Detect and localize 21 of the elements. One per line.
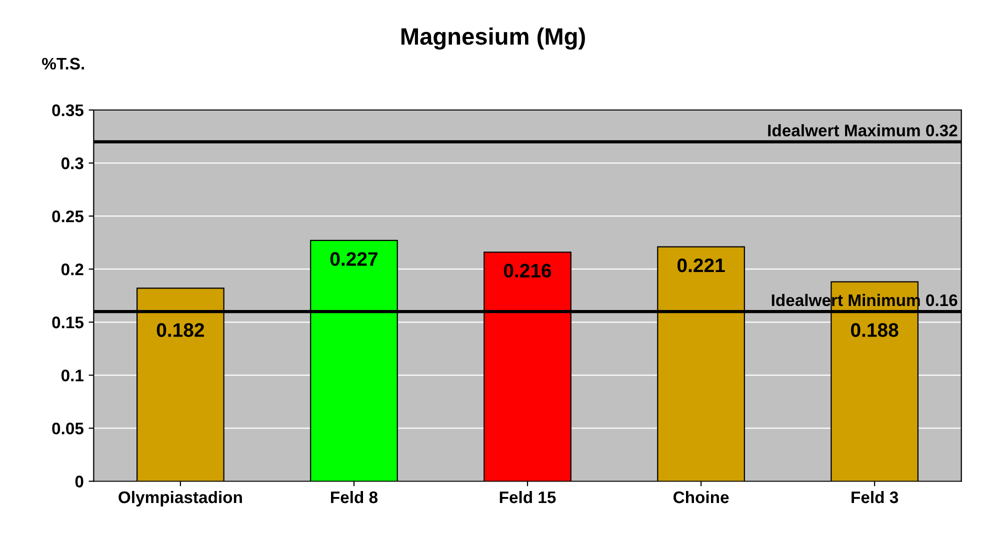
- y-tick-label: 0.3: [61, 157, 84, 170]
- x-tick-label: Olympiastadion: [118, 490, 242, 507]
- y-tick-label: 0: [75, 476, 84, 488]
- y-tick-label: 0.35: [52, 104, 84, 116]
- x-tick-label: Choine: [673, 490, 729, 504]
- data-label: 0.221: [677, 258, 725, 272]
- x-tick-label: Feld 8: [331, 490, 378, 504]
- data-label: 0.227: [330, 252, 378, 266]
- y-tick-label: 0.1: [61, 370, 84, 382]
- y-tick-label: 0.15: [52, 316, 84, 328]
- y-axis-title: %T.S.: [42, 58, 84, 70]
- chart-title: Magnesium (Mg): [401, 28, 585, 50]
- data-label: 0.182: [156, 323, 204, 337]
- y-tick-label: 0.05: [52, 422, 84, 434]
- y-tick-label: 0.2: [61, 264, 84, 276]
- data-label: 0.188: [851, 323, 898, 337]
- data-label: 0.216: [504, 264, 552, 278]
- ref-line-label: Idealwert Maximum 0.32: [768, 124, 958, 136]
- y-tick-label: 0.25: [52, 210, 84, 222]
- x-tick-label: Feld 15: [500, 490, 556, 504]
- x-tick-label: Feld 3: [852, 490, 898, 504]
